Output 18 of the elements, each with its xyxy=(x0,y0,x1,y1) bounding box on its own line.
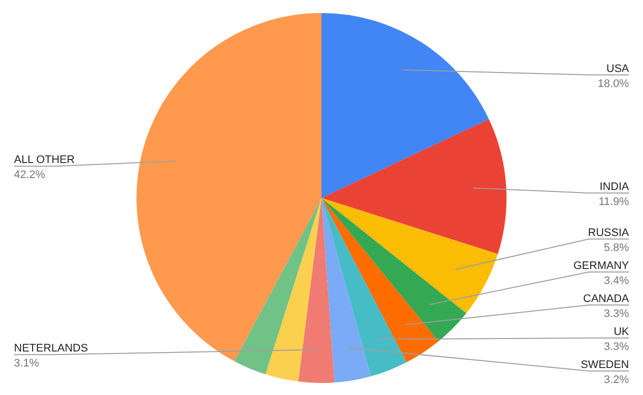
slice-label: NETERLANDS xyxy=(14,342,88,355)
data-label: 3.4% xyxy=(604,275,630,287)
slice-label: GERMANY xyxy=(573,260,630,272)
slice-label: ALL OTHER xyxy=(14,154,75,166)
data-label: 3.3% xyxy=(604,341,630,353)
slice-label: CANADA xyxy=(583,293,630,305)
data-label: 11.9% xyxy=(598,196,630,208)
slice-label: RUSSIA xyxy=(588,227,630,239)
data-label: 42.2% xyxy=(14,169,46,182)
slice-label: SWEDEN xyxy=(580,359,630,371)
slice-label: USA xyxy=(606,62,630,75)
slice-label: UK xyxy=(614,326,630,338)
data-label: 3.2% xyxy=(604,374,630,386)
data-label: 18.0% xyxy=(598,78,630,90)
data-label: 5.8% xyxy=(604,242,630,254)
data-label: 3.1% xyxy=(14,358,40,370)
slice-label: INDIA xyxy=(600,181,630,193)
data-label: 3.3% xyxy=(604,308,630,320)
